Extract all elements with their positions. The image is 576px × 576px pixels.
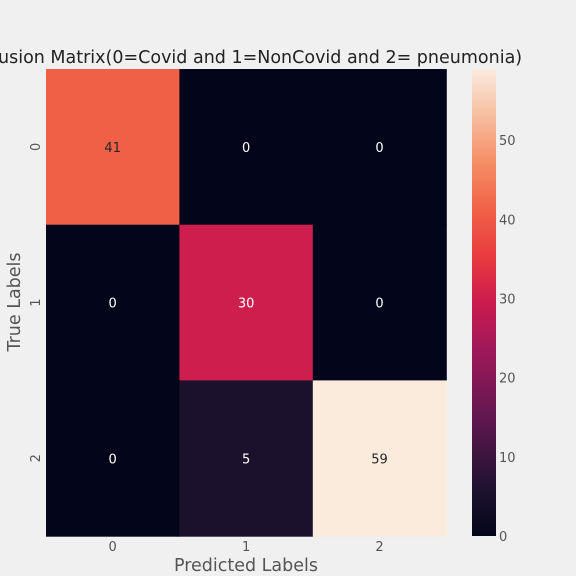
cell-annotation: 5 xyxy=(242,452,250,467)
cell-annotation: 0 xyxy=(242,141,250,156)
colorbar-tick-label: 10 xyxy=(499,451,516,466)
colorbar-tick-labels: 0 10 20 30 40 50 xyxy=(499,134,516,545)
cell-annotation: 41 xyxy=(104,141,121,156)
x-tick-label: 2 xyxy=(375,540,383,555)
cell-annotation: 30 xyxy=(238,297,255,312)
cell-annotation: 0 xyxy=(109,452,117,467)
cell-annotation: 0 xyxy=(375,297,383,312)
colorbar-tick-label: 40 xyxy=(499,213,516,228)
y-tick-label: 0 xyxy=(29,143,44,151)
y-tick-label: 2 xyxy=(29,454,44,462)
cell-annotation: 59 xyxy=(371,452,388,467)
colorbar-tick-label: 50 xyxy=(499,134,516,149)
y-axis-label: True Labels xyxy=(5,252,25,352)
colorbar-tick-label: 20 xyxy=(499,372,516,387)
x-tick-label: 0 xyxy=(109,540,117,555)
cell-annotation: 0 xyxy=(109,297,117,312)
x-tick-labels: 0 1 2 xyxy=(109,540,384,555)
y-tick-labels: 0 1 2 xyxy=(29,143,44,463)
colorbar-tick-label: 30 xyxy=(499,293,516,308)
colorbar-tick-label: 0 xyxy=(499,530,507,545)
cell-annotation: 0 xyxy=(375,141,383,156)
x-tick-label: 1 xyxy=(242,540,250,555)
y-tick-label: 1 xyxy=(29,298,44,306)
colorbar xyxy=(472,69,496,536)
chart-title: usion Matrix(0=Covid and 1=NonCovid and … xyxy=(0,48,522,68)
x-axis-label: Predicted Labels xyxy=(174,556,318,576)
